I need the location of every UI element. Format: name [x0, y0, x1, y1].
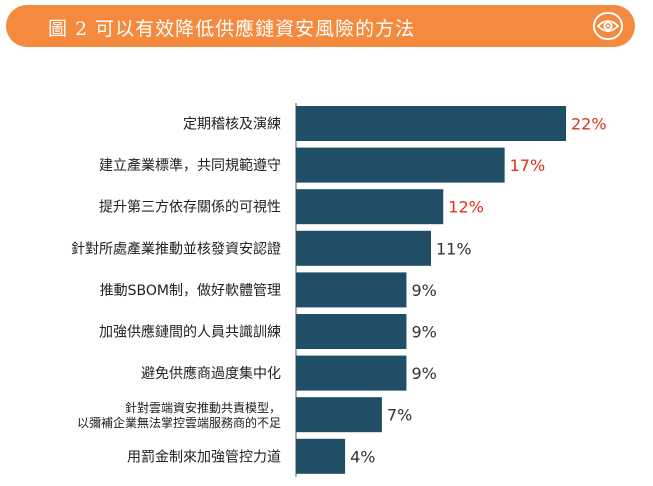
value-label-8: 4%	[350, 447, 375, 466]
category-label-6: 避免供應商過度集中化	[141, 365, 281, 382]
category-label-7-line-1: 以彌補企業無法掌控雲端服務商的不足	[77, 415, 281, 430]
bar-2	[296, 189, 444, 225]
bar-7	[296, 397, 382, 433]
value-label-4: 9%	[411, 281, 436, 300]
value-label-6: 9%	[411, 364, 436, 383]
bar-1	[296, 147, 505, 183]
bar-4	[296, 272, 407, 308]
value-label-7: 7%	[387, 406, 412, 425]
figure-header: 圖 2 可以有效降低供應鏈資安風險的方法	[6, 5, 635, 47]
category-label-5: 加強供應鏈間的人員共識訓練	[99, 324, 281, 341]
bar-5	[296, 314, 407, 349]
category-label-7-line-0: 針對雲端資安推動共責模型，	[125, 400, 281, 415]
value-label-1: 17%	[510, 156, 546, 175]
bar-8	[296, 438, 346, 474]
value-label-5: 9%	[411, 323, 436, 342]
category-label-1: 建立產業標準，共同規範遵守	[99, 157, 281, 174]
category-label-3: 針對所處產業推動並核發資安認證	[71, 240, 281, 257]
value-label-2: 12%	[448, 198, 484, 217]
bar-0	[296, 106, 566, 141]
bar-3	[296, 230, 431, 266]
eye-icon[interactable]	[593, 12, 623, 40]
category-label-2: 提升第三方依存關係的可視性	[99, 199, 281, 216]
category-label-4: 推動SBOM制，做好軟體管理	[100, 283, 281, 299]
category-label-8: 用罰金制來加強管控力道	[127, 449, 281, 465]
figure-title: 圖 2 可以有效降低供應鏈資安風險的方法	[48, 18, 416, 40]
value-label-3: 11%	[436, 239, 472, 258]
value-label-0: 22%	[571, 115, 607, 134]
category-label-0: 定期稽核及演練	[183, 117, 281, 133]
bar-6	[296, 355, 407, 391]
